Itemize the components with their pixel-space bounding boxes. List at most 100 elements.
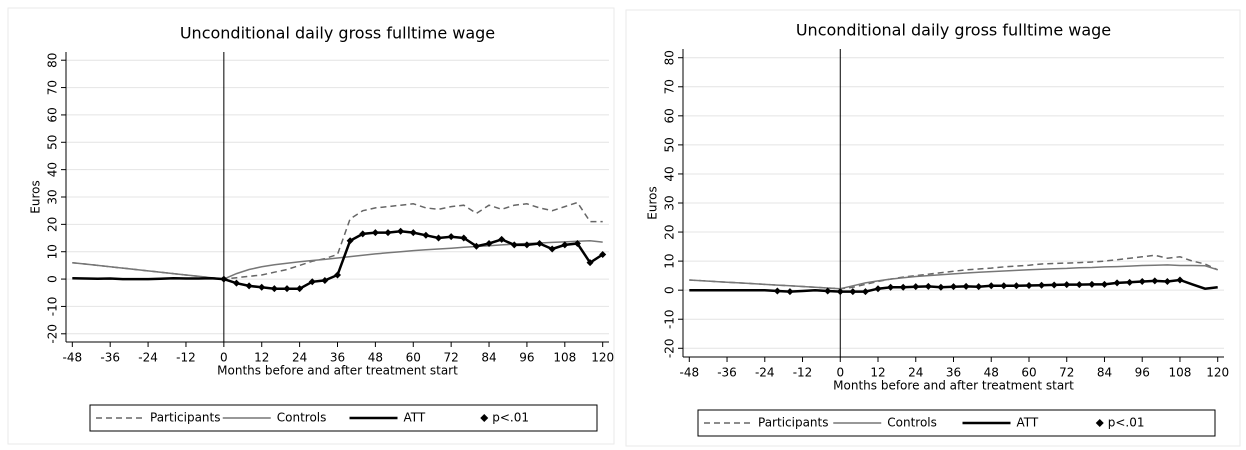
significance-marker (397, 227, 405, 235)
x-tick-label: 96 (1135, 366, 1150, 380)
y-tick-label: 30 (663, 195, 677, 210)
significance-marker (773, 287, 781, 295)
significance-marker (924, 282, 932, 290)
y-tick-label: 0 (663, 286, 677, 294)
significance-marker (937, 283, 945, 291)
x-tick-label: -24 (755, 366, 775, 380)
significance-marker (510, 241, 518, 249)
significance-marker (334, 271, 341, 279)
x-tick-label: 60 (406, 351, 421, 365)
y-tick-label: 30 (46, 189, 60, 204)
significance-marker (232, 279, 240, 287)
y-tick-label: 70 (663, 79, 677, 94)
legend-label: Controls (887, 416, 937, 430)
x-tick-label: 60 (1021, 366, 1036, 380)
significance-marker (321, 276, 329, 284)
significance-marker (824, 287, 832, 295)
x-tick-label: 108 (553, 351, 576, 365)
x-tick-label: -12 (176, 351, 196, 365)
significance-marker (422, 231, 430, 239)
significance-marker (1025, 282, 1033, 290)
chart-title: Unconditional daily gross fulltime wage (796, 21, 1111, 40)
y-tick-label: 0 (46, 275, 60, 283)
significance-marker (1126, 278, 1134, 286)
significance-marker (409, 229, 417, 237)
significance-marker (1151, 277, 1159, 285)
y-tick-label: 10 (46, 244, 60, 259)
significance-marker (498, 235, 506, 243)
x-tick-label: 12 (254, 351, 269, 365)
x-tick-label: 36 (330, 351, 345, 365)
significance-marker (599, 250, 607, 258)
significance-marker (346, 237, 354, 245)
significance-marker (912, 283, 920, 291)
significance-marker (861, 288, 869, 296)
significance-marker (258, 283, 266, 291)
significance-marker (962, 282, 970, 290)
legend-label: Participants (150, 411, 221, 425)
x-tick-label: 0 (220, 351, 228, 365)
chart: Unconditional daily gross fulltime wage -… (29, 24, 614, 432)
x-tick-label: 120 (1206, 366, 1229, 380)
y-axis-label: Euros (29, 180, 43, 213)
x-tick-label: 24 (292, 351, 307, 365)
significance-marker (1012, 282, 1020, 290)
x-tick-label: 0 (836, 366, 844, 380)
y-tick-label: 20 (663, 224, 677, 239)
series-line (689, 254, 1219, 290)
y-tick-label: 60 (663, 108, 677, 123)
legend-label: ATT (404, 411, 426, 425)
legend-swatch (1095, 419, 1104, 427)
significance-marker (1075, 281, 1083, 289)
significance-marker (485, 240, 493, 248)
x-tick-label: 12 (870, 366, 885, 380)
significance-marker (561, 241, 569, 249)
significance-marker (1088, 280, 1096, 288)
significance-marker (573, 240, 581, 248)
significance-marker (245, 282, 253, 290)
significance-marker (371, 229, 379, 237)
significance-marker (308, 278, 316, 286)
significance-marker (899, 283, 907, 291)
legend-swatch (480, 414, 489, 422)
significance-marker (384, 229, 392, 237)
y-tick-label: 60 (46, 107, 60, 122)
significance-marker (447, 233, 455, 241)
x-axis-label: Months before and after treatment start (833, 379, 1074, 393)
legend (89, 404, 598, 432)
y-tick-label: 80 (46, 53, 60, 68)
y-tick-label: 80 (663, 50, 677, 65)
chart: Unconditional daily gross fulltime wage -… (646, 21, 1229, 437)
significance-marker (786, 288, 794, 296)
significance-marker (220, 275, 228, 283)
significance-marker (548, 245, 556, 253)
significance-marker (1163, 277, 1171, 285)
significance-marker (987, 282, 995, 290)
y-tick-label: 20 (46, 217, 60, 232)
y-tick-label: 70 (46, 80, 60, 95)
significance-marker (1000, 282, 1008, 290)
legend-label: p<.01 (492, 411, 529, 425)
significance-marker (472, 242, 480, 250)
y-tick-label: -10 (46, 297, 60, 317)
x-tick-label: -36 (717, 366, 737, 380)
legend-label: ATT (1017, 416, 1039, 430)
significance-marker (1100, 280, 1108, 288)
significance-marker (836, 288, 844, 296)
legend-label: p<.01 (1108, 416, 1145, 430)
x-tick-label: 84 (481, 351, 496, 365)
significance-marker (1138, 277, 1146, 285)
y-tick-label: 40 (663, 166, 677, 181)
significance-marker (586, 259, 594, 267)
y-tick-label: 50 (663, 137, 677, 152)
x-tick-label: 96 (519, 351, 534, 365)
series-line (689, 264, 1218, 290)
significance-marker (359, 230, 367, 238)
significance-marker (1113, 279, 1121, 287)
x-tick-label: 72 (444, 351, 459, 365)
chart-title: Unconditional daily gross fulltime wage (180, 24, 495, 43)
significance-marker (887, 283, 895, 291)
legend-label: Participants (758, 416, 829, 430)
legend-label: Controls (277, 411, 327, 425)
significance-marker (536, 240, 544, 248)
